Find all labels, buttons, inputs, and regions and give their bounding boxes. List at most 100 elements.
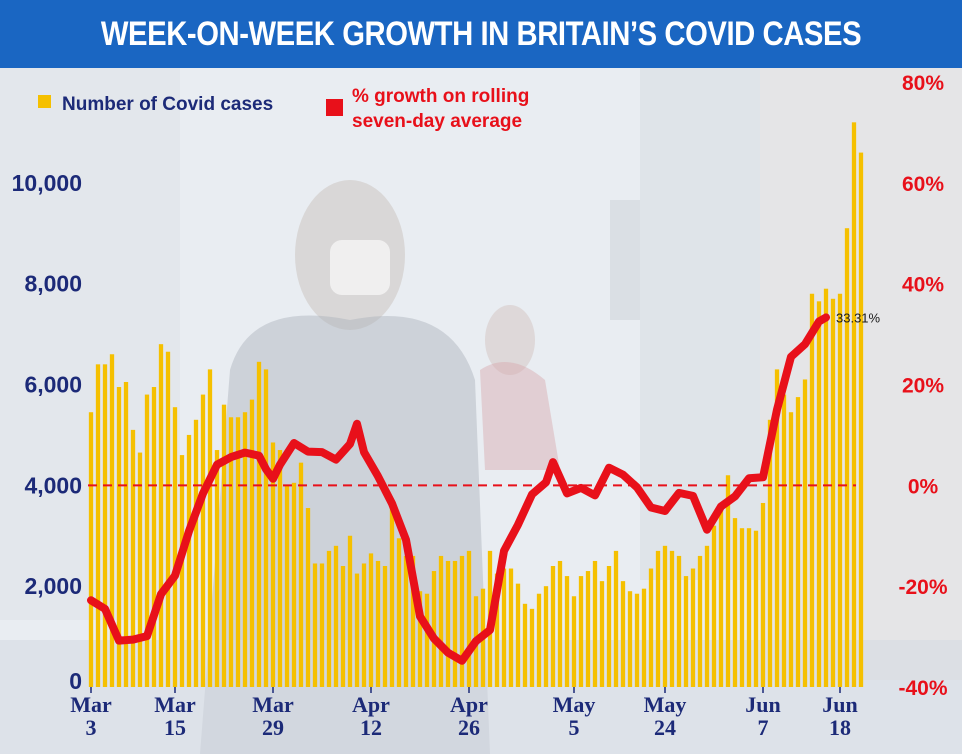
bar	[851, 122, 857, 687]
y-right-tick-label: 60%	[902, 173, 944, 196]
bar	[270, 442, 276, 687]
bar	[767, 419, 773, 687]
x-tick-label: Mar 29	[252, 692, 294, 740]
bar	[368, 553, 374, 687]
x-tick-label: Jun 18	[822, 692, 857, 740]
bar	[690, 568, 696, 687]
bar	[242, 412, 248, 687]
bar	[760, 502, 766, 687]
growth-line-series	[87, 313, 830, 665]
bar	[389, 508, 395, 687]
bar	[739, 528, 745, 687]
bar	[417, 591, 423, 687]
bar	[410, 555, 416, 687]
bar	[137, 452, 143, 687]
bar	[263, 369, 269, 688]
y-right-tick-label: 40%	[902, 274, 944, 297]
bar	[641, 588, 647, 687]
bar	[823, 288, 829, 687]
bar	[669, 550, 675, 688]
bar	[123, 381, 129, 687]
bar	[718, 510, 724, 687]
bar	[109, 354, 115, 687]
y-right-tick-label: -20%	[898, 576, 947, 599]
bar	[333, 545, 339, 687]
bar	[550, 566, 556, 687]
bar	[466, 550, 472, 688]
bar	[193, 419, 199, 687]
y-axis-left: 0 2,000 4,000 6,000 8,000 10,000	[12, 170, 82, 694]
bar	[494, 573, 500, 687]
bar	[354, 573, 360, 687]
bar	[753, 530, 759, 687]
bar	[809, 293, 815, 687]
y-right-tick-label: -40%	[898, 677, 947, 700]
bar	[858, 152, 864, 687]
y-left-tick-label: 4,000	[24, 472, 82, 498]
y-left-tick-label: 2,000	[24, 573, 82, 599]
bar	[543, 586, 549, 687]
bar	[648, 568, 654, 687]
bar	[102, 364, 108, 687]
y-left-tick-label: 10,000	[12, 170, 82, 196]
bar	[676, 555, 682, 687]
bar	[592, 560, 598, 687]
bar	[662, 545, 668, 687]
bar	[774, 369, 780, 688]
legend-swatch-growth	[326, 99, 343, 116]
y-left-tick-label: 8,000	[24, 271, 82, 297]
x-axis: Mar 3 Mar 15 Mar 29 Apr 12 Apr 26 May 5 May 24 Jun 7 Jun…	[70, 687, 858, 740]
x-tick-label: Mar 15	[154, 692, 196, 740]
bar	[319, 563, 325, 687]
bar	[613, 550, 619, 688]
bar-series-cases	[88, 122, 864, 688]
bar	[403, 555, 409, 687]
bar	[445, 560, 451, 687]
bar	[88, 412, 94, 687]
bar	[781, 394, 787, 687]
bar	[424, 593, 430, 687]
legend-label-growth-line2: seven-day average	[352, 111, 522, 132]
x-tick-label: May 24	[644, 692, 687, 740]
bar	[95, 364, 101, 687]
bar	[844, 228, 850, 687]
bar	[228, 417, 234, 687]
x-tick-label: Mar 3	[70, 692, 112, 740]
legend-swatch-cases	[38, 95, 51, 108]
x-tick-label: Jun 7	[745, 692, 780, 740]
chart-title: WEEK-ON-WEEK GROWTH IN BRITAIN’S COVID C…	[100, 14, 862, 53]
bar	[711, 525, 717, 687]
bar	[291, 482, 297, 687]
x-tick-label: Apr 12	[352, 692, 390, 740]
bar	[221, 404, 227, 687]
bar	[130, 429, 136, 688]
bar	[830, 298, 836, 687]
bar	[207, 369, 213, 688]
bar	[788, 412, 794, 687]
legend: Number of Covid cases % growth on rollin…	[38, 86, 529, 132]
y-left-tick-label: 6,000	[24, 372, 82, 398]
bar	[340, 566, 346, 687]
bar	[620, 581, 626, 688]
bar	[802, 379, 808, 687]
y-right-tick-label: 80%	[902, 72, 944, 95]
bar	[452, 560, 458, 687]
y-right-tick-label: 0%	[908, 475, 939, 498]
bar	[599, 581, 605, 688]
x-tick-label: Apr 26	[450, 692, 488, 740]
bar	[214, 450, 220, 687]
bar	[347, 535, 353, 687]
bar	[326, 550, 332, 688]
bar	[277, 450, 283, 687]
bar	[501, 568, 507, 687]
y-axis-right: -40% -20% 0% 20% 40% 60% 80%	[898, 72, 947, 700]
legend-label-cases: Number of Covid cases	[62, 94, 273, 115]
bar	[172, 407, 178, 687]
title-banner: WEEK-ON-WEEK GROWTH IN BRITAIN’S COVID C…	[0, 0, 962, 68]
bar	[151, 387, 157, 687]
bar	[200, 394, 206, 687]
bar	[732, 518, 738, 687]
bar	[522, 603, 528, 687]
end-value-label: 33.31%	[836, 310, 881, 325]
